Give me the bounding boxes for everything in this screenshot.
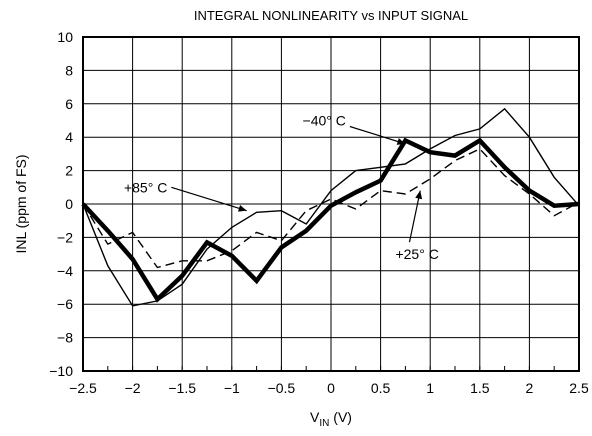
x-axis-label: VIN (V)	[310, 409, 352, 429]
y-tick-label: 8	[65, 62, 73, 78]
y-tick-label: 4	[65, 129, 73, 145]
y-tick-label: −4	[57, 263, 73, 279]
x-axis-label-sub: IN	[319, 418, 329, 429]
annotation-arrow-0	[349, 125, 406, 145]
y-axis-label: INL (ppm of FS)	[13, 154, 29, 253]
annotation-arrow-1	[171, 186, 247, 212]
x-tick-label: 0	[327, 380, 335, 396]
annotation-arrowhead-0	[396, 138, 406, 145]
chart-title: INTEGRAL NONLINEARITY vs INPUT SIGNAL	[194, 8, 468, 23]
annotation-arrow-2	[408, 190, 421, 243]
plot-frame	[82, 36, 580, 372]
x-axis-label-main: V	[310, 409, 320, 425]
x-tick-labels: −2.5 −2 −1.5 −1 −0.5 0 0.5 1 1.5 2 2.5	[69, 380, 589, 396]
x-tick-label: −1	[224, 380, 240, 396]
x-tick-label: −2.5	[69, 380, 97, 396]
y-tick-label: −2	[57, 229, 73, 245]
annotation-arrowhead-1	[238, 204, 247, 212]
series-line-2	[82, 148, 580, 269]
x-tick-label: 2.5	[569, 380, 589, 396]
x-tick-label: −0.5	[268, 380, 296, 396]
series-line-1	[81, 137, 580, 303]
x-tick-label: −1.5	[168, 380, 196, 396]
y-tick-label: 6	[65, 96, 73, 112]
y-tick-label: −10	[49, 363, 73, 379]
annotations: −40° C +85° C +25° C	[124, 113, 439, 263]
y-tick-label: −8	[57, 330, 73, 346]
x-tick-label: 0.5	[371, 380, 391, 396]
x-tick-label: 2	[526, 380, 534, 396]
x-axis-label-unit: (V)	[329, 409, 352, 425]
x-tick-label: 1.5	[470, 380, 490, 396]
annotation-label-2: +25° C	[395, 246, 438, 262]
y-tick-labels: 10 8 6 4 2 0 −2 −4 −6 −8 −10	[49, 29, 73, 379]
annotation-arrowhead-2	[415, 190, 423, 200]
x-tick-label: 1	[426, 380, 434, 396]
x-tick-label: −2	[125, 380, 141, 396]
series-layer	[81, 107, 580, 307]
annotation-label-0: −40° C	[303, 113, 346, 129]
annotation-label-1: +85° C	[124, 179, 167, 195]
y-tick-label: 0	[65, 196, 73, 212]
y-tick-label: −6	[57, 296, 73, 312]
y-tick-label: 2	[65, 163, 73, 179]
y-tick-label: 10	[57, 29, 73, 45]
series-line-0	[82, 107, 580, 307]
